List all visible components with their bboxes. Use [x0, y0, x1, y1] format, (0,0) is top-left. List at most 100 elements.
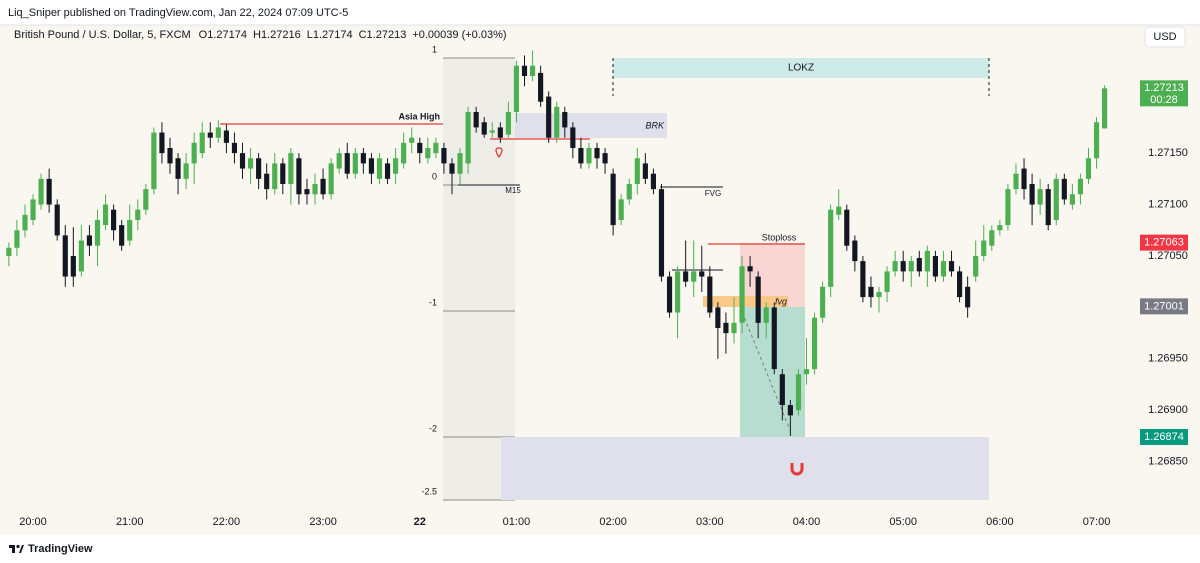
fib-label: -1 — [429, 297, 437, 307]
candle-body — [868, 286, 874, 298]
candle-body — [1093, 122, 1100, 159]
candle-body — [239, 153, 246, 169]
candle-body — [1102, 88, 1108, 129]
y-tick-label: 1.26850 — [1148, 456, 1188, 468]
candle-body — [626, 183, 632, 200]
candle-body — [683, 271, 689, 282]
candle-body — [602, 153, 608, 164]
candle-body — [417, 142, 423, 154]
candle-body — [803, 369, 810, 375]
candle-body — [723, 322, 729, 334]
candle-body — [892, 261, 898, 272]
candle-body — [127, 219, 133, 241]
x-tick-label: 06:00 — [986, 516, 1014, 528]
candle-body — [78, 240, 84, 272]
candle-body — [610, 173, 616, 226]
candle-body — [46, 178, 52, 205]
asia-high-label: Asia High — [398, 111, 440, 121]
candle-body — [14, 230, 20, 248]
candle-body — [183, 163, 189, 179]
candle-body — [247, 158, 254, 169]
candle-body — [449, 163, 455, 174]
candle-body — [111, 209, 117, 231]
candle-body — [207, 132, 213, 138]
currency-button[interactable] — [1144, 26, 1186, 48]
candle-body — [521, 65, 528, 76]
candle-body — [965, 286, 971, 308]
legend-change: +0.00039 (+0.03%) — [412, 29, 506, 41]
candle-body — [787, 405, 793, 416]
legend-ohlc: L1.27174 — [307, 29, 353, 41]
session-box — [613, 58, 989, 78]
candle-body — [215, 127, 221, 138]
candle-body — [876, 291, 882, 298]
candle-body — [231, 142, 238, 154]
candle-body — [328, 163, 334, 195]
break-box — [515, 113, 667, 138]
pin-icon — [495, 147, 503, 159]
candle-body — [320, 178, 326, 195]
price-tag — [1140, 428, 1188, 445]
candle-body — [739, 266, 745, 323]
header-bar — [0, 0, 1200, 25]
price-tag-countdown: 00:28 — [1150, 94, 1178, 106]
candle-body — [731, 322, 737, 334]
price-tag-label: 1.27001 — [1144, 300, 1184, 312]
footer-bar — [0, 535, 1200, 563]
trade-path — [739, 306, 791, 431]
candle-body — [360, 153, 366, 164]
candle-body — [529, 65, 536, 76]
candle-body — [948, 261, 955, 272]
candle-body — [513, 65, 520, 112]
price-tag-label: 1.26874 — [1144, 431, 1184, 443]
break-label: BRK — [645, 120, 665, 130]
fib-label: 1 — [432, 44, 437, 54]
fvg-label: FVG — [705, 189, 721, 198]
candle-body — [425, 147, 431, 159]
legend-symbol: British Pound / U.S. Dollar, 5, FXCM — [14, 29, 191, 41]
price-tag — [1140, 298, 1188, 315]
footer-brand: TradingView — [28, 543, 93, 555]
candle-body — [940, 261, 947, 277]
candle-body — [618, 199, 624, 220]
candle-body — [900, 261, 906, 272]
candle-body — [924, 250, 930, 272]
candle-body — [288, 153, 294, 184]
candle-body — [755, 276, 761, 323]
candle-body — [94, 219, 101, 246]
candle-body — [409, 137, 415, 143]
candle-body — [538, 72, 544, 102]
candle-body — [1077, 178, 1084, 195]
target-zone — [501, 437, 989, 500]
candle-body — [384, 163, 391, 179]
y-tick-label: 1.26900 — [1148, 404, 1188, 416]
currency[interactable]: USD — [1153, 31, 1176, 43]
fib-label: -2 — [429, 423, 437, 433]
candle-body — [393, 158, 399, 174]
candle-body — [546, 96, 552, 138]
candle-body — [642, 163, 648, 179]
x-tick-label: 20:00 — [19, 516, 47, 528]
candle-body — [691, 271, 697, 282]
candle-body — [256, 158, 262, 179]
candle-body — [312, 183, 318, 195]
candle-body — [932, 255, 938, 277]
candle-body — [38, 178, 44, 205]
candle-body — [199, 132, 205, 154]
candle-body — [119, 225, 125, 246]
candle-body — [908, 261, 914, 272]
legend-ohlc: C1.27213 — [359, 29, 407, 41]
x-tick-label: 04:00 — [793, 516, 821, 528]
logo — [9, 544, 24, 553]
candle-body — [441, 147, 447, 164]
legend-ohlc: H1.27216 — [253, 29, 301, 41]
candle-body — [401, 142, 407, 164]
candle-body — [272, 163, 278, 190]
stoploss-label: Stoploss — [762, 232, 797, 242]
candle-body — [586, 147, 592, 164]
candle-body — [344, 153, 350, 174]
candle-body — [562, 111, 568, 128]
magnet-icon — [790, 463, 804, 476]
candle-body — [304, 189, 310, 195]
